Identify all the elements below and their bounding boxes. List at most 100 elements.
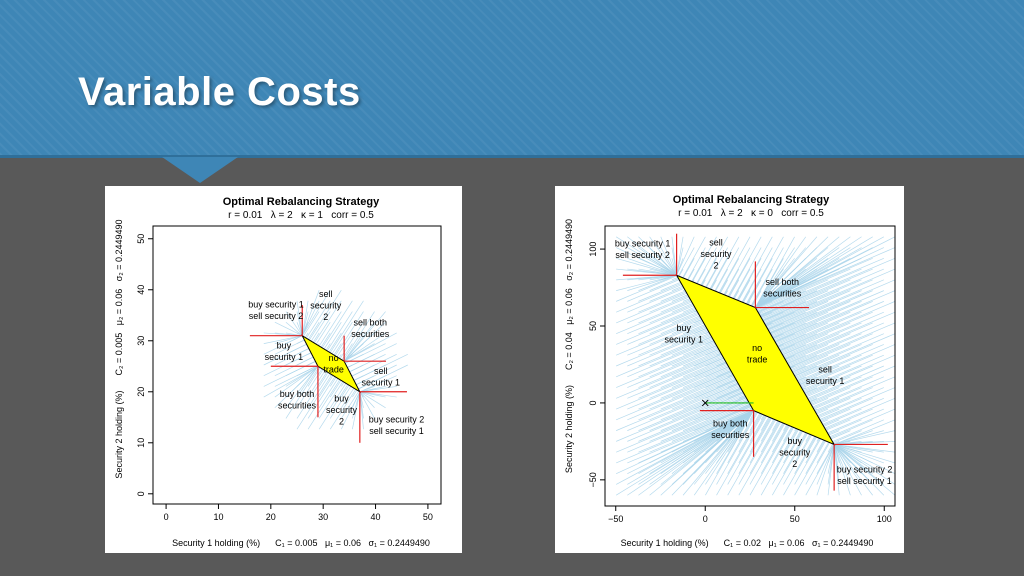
trade-arrow	[780, 311, 873, 352]
trade-arrow	[772, 322, 806, 338]
trade-arrow	[732, 247, 762, 299]
trade-arrow	[359, 391, 375, 419]
trade-arrow	[760, 421, 780, 453]
trade-arrow	[728, 258, 751, 297]
trade-arrow	[785, 322, 873, 361]
region-label: buy security 1	[265, 340, 304, 362]
trade-arrow	[782, 311, 884, 356]
trade-arrow	[792, 365, 806, 373]
trade-arrow	[638, 378, 736, 421]
region-label-line: buy security 2	[369, 414, 425, 424]
trade-arrow	[694, 362, 727, 378]
trade-arrow	[649, 408, 753, 453]
y-tick-label: 0	[136, 491, 146, 496]
trade-arrow	[749, 423, 785, 485]
trade-arrow	[787, 322, 884, 365]
trade-arrow	[804, 354, 896, 394]
region-label-line: 2	[792, 459, 797, 469]
trade-arrow	[318, 372, 329, 387]
region-label-line: trade	[747, 355, 768, 365]
trade-arrow	[805, 434, 811, 442]
trade-arrow	[263, 365, 319, 398]
trade-arrow	[296, 356, 314, 366]
trade-arrow	[649, 347, 719, 378]
trade-arrow	[781, 333, 829, 354]
trade-arrow	[349, 353, 386, 373]
trade-arrow	[774, 322, 818, 342]
trade-arrow	[649, 391, 743, 431]
region-label-line: security 1	[362, 377, 401, 387]
trade-arrow	[671, 398, 748, 431]
trade-arrow	[326, 311, 353, 352]
trade-arrow	[771, 311, 829, 337]
trade-arrow	[727, 236, 762, 297]
trade-arrow	[705, 357, 724, 367]
trade-arrow	[719, 279, 728, 294]
trade-arrow	[765, 279, 873, 326]
y-tick-label: 0	[588, 400, 598, 405]
region-label-line: security	[310, 301, 342, 311]
trade-arrow	[833, 444, 896, 496]
trade-arrow	[827, 444, 835, 485]
trade-arrow	[716, 361, 727, 367]
trade-arrow	[660, 368, 731, 399]
trade-arrow	[660, 308, 696, 324]
trade-arrow	[822, 397, 884, 425]
trade-arrow	[352, 391, 361, 408]
trade-arrow	[798, 354, 862, 383]
region-label-line: sell	[319, 289, 333, 299]
region-label-line: buy	[277, 340, 292, 350]
trade-arrow	[616, 274, 677, 291]
trade-arrow	[627, 374, 734, 421]
trade-arrow	[755, 236, 840, 308]
trade-arrow	[716, 387, 741, 399]
trade-arrow	[627, 331, 709, 367]
trade-arrow	[793, 344, 862, 374]
trade-arrow	[765, 322, 773, 327]
trade-arrow	[759, 257, 896, 316]
trade-arrow	[693, 410, 754, 485]
trade-arrow	[638, 387, 741, 431]
trade-arrow	[700, 236, 728, 286]
trade-arrow	[334, 311, 364, 356]
trade-arrow	[627, 392, 744, 442]
trade-arrow	[794, 432, 807, 453]
region-label-line: sell security 2	[615, 250, 670, 260]
trade-arrow	[816, 439, 825, 453]
region-label-line: no	[752, 343, 762, 353]
trade-arrow	[815, 387, 873, 413]
trade-arrow	[627, 314, 700, 345]
trade-arrow	[660, 342, 716, 367]
trade-arrow	[784, 311, 896, 360]
trade-arrow	[805, 444, 835, 496]
trade-arrow	[296, 300, 303, 336]
region-label-line: sell security 1	[369, 426, 424, 436]
trade-arrow	[827, 443, 834, 453]
trade-arrow	[359, 391, 386, 409]
trade-arrow	[315, 322, 331, 345]
trade-arrow	[616, 345, 717, 388]
trade-arrow	[329, 383, 347, 408]
trade-arrow	[827, 444, 835, 464]
trade-arrow	[783, 322, 862, 357]
trade-arrow	[772, 426, 794, 464]
trade-arrow	[766, 301, 829, 328]
trade-arrow	[832, 419, 884, 442]
trade-arrow	[804, 387, 818, 394]
trade-arrow	[833, 444, 851, 485]
trade-arrow	[285, 321, 303, 336]
trade-arrow	[333, 343, 342, 356]
trade-arrow	[816, 408, 829, 415]
trade-arrow	[638, 404, 751, 453]
region-label: sell security 1	[806, 365, 845, 387]
trade-arrow	[761, 279, 851, 319]
trade-arrow	[714, 247, 740, 292]
x-tick-label: 10	[213, 512, 223, 522]
trade-arrow	[738, 421, 781, 496]
trade-arrow	[649, 278, 679, 291]
trade-arrow	[318, 375, 334, 398]
x-tick-label: 30	[318, 512, 328, 522]
region-label-line: no	[329, 353, 339, 363]
trade-arrow	[755, 236, 851, 308]
trade-arrow	[682, 410, 754, 453]
